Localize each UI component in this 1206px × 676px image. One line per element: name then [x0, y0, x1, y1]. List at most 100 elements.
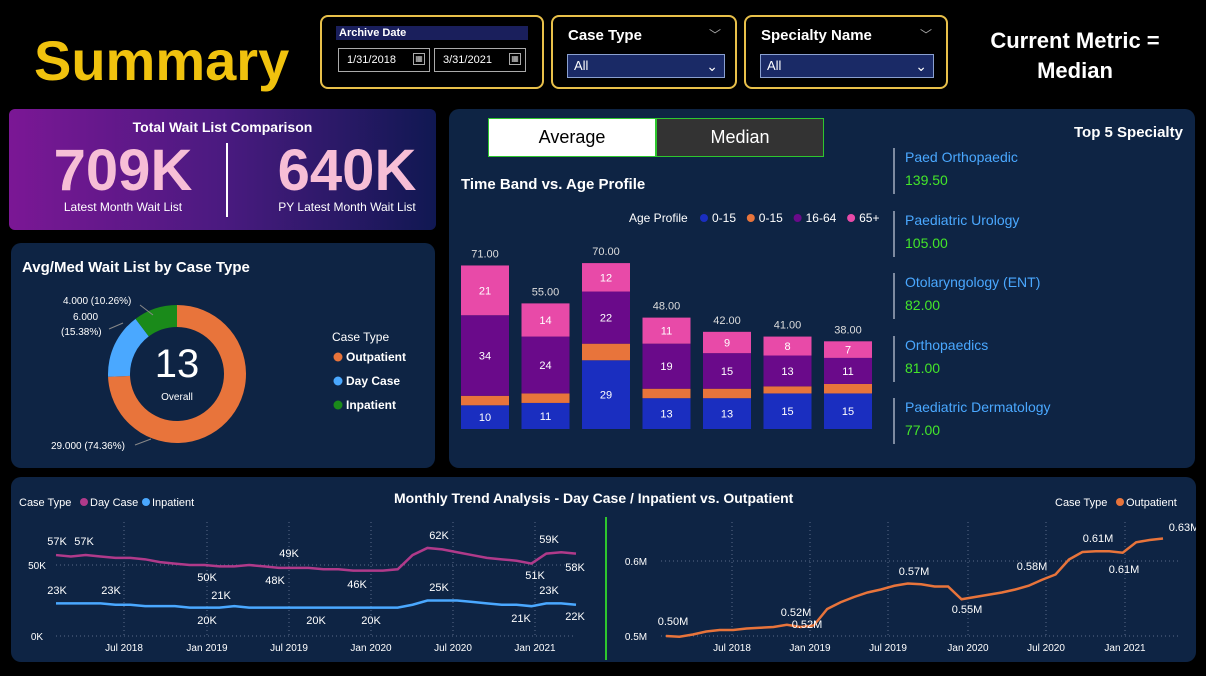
left-legend-inpatient: Inpatient	[152, 497, 194, 509]
donut-center-label: Overall	[161, 392, 193, 403]
bar-segment[interactable]	[824, 341, 872, 358]
bar-legend-dot	[847, 214, 856, 222]
donut-legend-title: Case Type	[332, 330, 389, 344]
outpatient-data-label: 0.61M	[1083, 533, 1114, 545]
bar-segment-label: 7	[845, 345, 851, 357]
donut-panel: Avg/Med Wait List by Case Type 13 Overal…	[11, 243, 435, 468]
case-type-select[interactable]: All ⌄	[567, 54, 725, 78]
top5-name: Paed Orthopaedic	[905, 149, 1018, 165]
legend-inpatient-dot	[142, 498, 150, 506]
kpi-divider	[226, 143, 228, 217]
bar-segment[interactable]	[521, 393, 570, 403]
calendar-icon[interactable]: ▦	[509, 53, 521, 65]
bar-total-label: 38.00	[834, 324, 862, 336]
archive-date-label: Archive Date	[336, 26, 528, 40]
bar-segment[interactable]	[521, 336, 570, 394]
trend-line[interactable]	[56, 599, 577, 609]
bar-segment[interactable]	[824, 357, 872, 384]
legend-outpatient-dot	[1116, 498, 1124, 506]
inpatient-data-label: 23K	[101, 585, 121, 597]
py-label: PY Latest Month Wait List	[278, 200, 416, 214]
top5-value: 105.00	[905, 234, 948, 251]
outpatient-data-label: 0.57M	[899, 566, 930, 578]
archive-date-filter: Archive Date 1/31/2018 ▦ 3/31/2021 ▦	[320, 15, 544, 89]
bar-total-label: 55.00	[532, 286, 560, 298]
trend-title: Monthly Trend Analysis - Day Case / Inpa…	[394, 490, 794, 506]
inpatient-data-label: 22K	[565, 611, 585, 623]
bar-segment[interactable]	[461, 315, 509, 396]
bar-segment[interactable]	[703, 388, 751, 399]
tab-median[interactable]: Median	[656, 118, 824, 157]
bar-segment[interactable]	[521, 402, 570, 429]
inpatient-data-label: 23K	[539, 585, 559, 597]
donut-slice-outpatient[interactable]	[108, 305, 246, 443]
bar-segment[interactable]	[582, 263, 630, 292]
bar-segment[interactable]	[763, 393, 812, 429]
bar-segment[interactable]	[824, 383, 872, 394]
tab-average[interactable]: Average	[488, 118, 656, 157]
top5-divider	[893, 335, 895, 382]
bar-segment[interactable]	[763, 355, 812, 387]
legend-inpatient-dot	[333, 400, 343, 410]
donut-slice-day-case[interactable]	[108, 318, 149, 377]
bar-legend-item: 16-64	[806, 211, 837, 225]
chevron-down-icon[interactable]: ﹀	[708, 28, 721, 42]
py-value: 640K	[277, 138, 417, 203]
bar-segment[interactable]	[521, 303, 570, 337]
bar-total-label: 48.00	[653, 301, 681, 313]
bar-segment[interactable]	[763, 386, 812, 394]
trend-line[interactable]	[665, 537, 1164, 639]
bar-segment[interactable]	[461, 265, 509, 316]
bar-segment[interactable]	[461, 405, 509, 429]
label-inpatient: 4.000 (10.26%)	[63, 296, 131, 307]
bar-segment[interactable]	[582, 343, 630, 361]
date-to-input[interactable]: 3/31/2021 ▦	[434, 48, 526, 72]
bar-segment[interactable]	[642, 343, 691, 389]
bar-segment-label: 9	[724, 337, 730, 349]
kpi-card: Total Wait List Comparison 709K Latest M…	[9, 109, 436, 230]
legend-inpatient: Inpatient	[346, 398, 396, 412]
top5-divider	[893, 148, 895, 194]
legend-daycase: Day Case	[346, 374, 400, 388]
bar-segment-label: 11	[540, 411, 551, 423]
right-legend-outpatient: Outpatient	[1126, 497, 1177, 509]
donut-center-value: 13	[155, 342, 200, 386]
specialty-select[interactable]: All ⌄	[760, 54, 934, 78]
bar-segment[interactable]	[703, 331, 751, 354]
bar-segment[interactable]	[582, 360, 630, 429]
inpatient-data-label: 20K	[197, 615, 217, 627]
calendar-icon[interactable]: ▦	[413, 53, 425, 65]
bar-segment[interactable]	[703, 398, 751, 429]
top5-name: Otolaryngology (ENT)	[905, 274, 1041, 290]
bar-segment-label: 24	[539, 360, 551, 372]
trend-line[interactable]	[55, 546, 577, 572]
bar-segment[interactable]	[582, 291, 630, 344]
bar-segment[interactable]	[642, 317, 691, 344]
x-tick-label: Jul 2020	[1027, 643, 1065, 654]
trend-panel: Monthly Trend Analysis - Day Case / Inpa…	[11, 477, 1196, 662]
chevron-down-icon[interactable]: ﹀	[919, 28, 932, 42]
daycase-data-label: 46K	[347, 579, 367, 591]
bar-segment[interactable]	[461, 395, 509, 406]
bar-segment-label: 13	[721, 409, 733, 421]
y-tick-label: 0.6M	[625, 557, 647, 568]
bar-segment[interactable]	[642, 388, 691, 399]
bar-segment-label: 11	[842, 366, 853, 378]
date-from-input[interactable]: 1/31/2018 ▦	[338, 48, 430, 72]
bar-segment[interactable]	[824, 393, 872, 429]
x-tick-label: Jan 2021	[1104, 643, 1146, 654]
bar-segment[interactable]	[642, 398, 691, 429]
label-daycase-1: 6.000	[73, 312, 98, 323]
bar-segment[interactable]	[763, 336, 812, 356]
page-title: Summary	[34, 29, 290, 92]
x-tick-label: Jul 2019	[869, 643, 907, 654]
daycase-data-label: 57K	[47, 536, 67, 548]
top5-name: Orthopaedics	[905, 336, 989, 353]
dropdown-arrow-icon: ⌄	[706, 58, 718, 74]
bar-segment[interactable]	[703, 353, 751, 389]
bar-segment-label: 13	[660, 409, 672, 421]
donut-slice-inpatient[interactable]	[135, 305, 177, 337]
donut-title: Avg/Med Wait List by Case Type	[22, 259, 250, 276]
bar-segment-label: 21	[479, 285, 491, 297]
trend-chart: Case Type Day Case Inpatient Case Type O…	[19, 497, 1196, 660]
